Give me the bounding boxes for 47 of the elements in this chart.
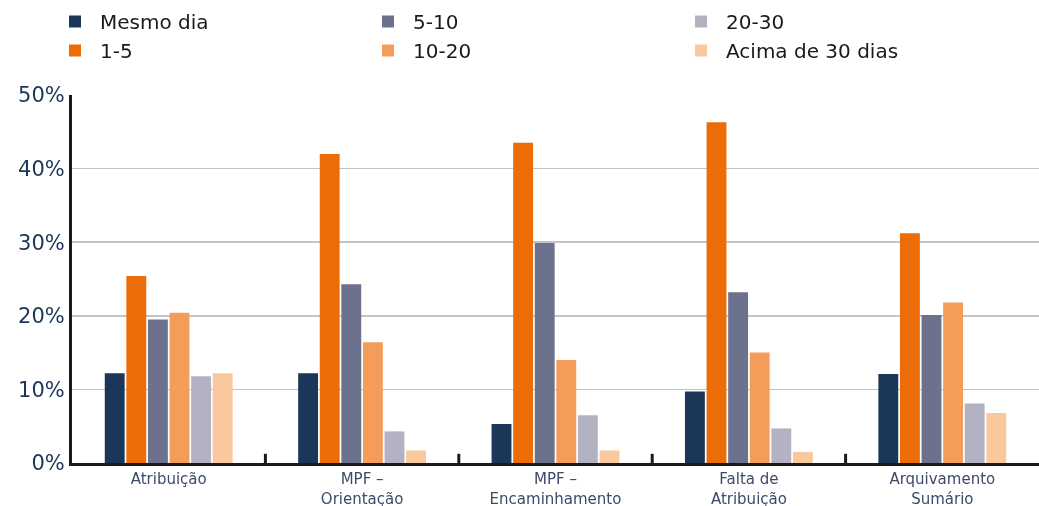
x-tick-label: MPF – Orientação [320,470,404,506]
bar [362,342,383,463]
bar [943,302,964,463]
bar [319,153,340,463]
bar [964,403,985,463]
bar [899,233,920,463]
bar [341,284,362,463]
bar [921,315,942,463]
y-tick-label: 20% [18,304,65,329]
bar [491,423,512,463]
bar [771,428,792,463]
bar [792,451,813,463]
bar [126,276,147,463]
legend-label: Acima de 30 dias [726,39,899,64]
bar [986,412,1007,463]
bar [384,431,405,463]
x-tick-label: Falta de Atribuição [710,470,787,506]
legend-label: 10-20 [413,39,472,64]
legend-label: 1-5 [100,39,133,64]
bar [147,319,168,463]
legend-label: 20-30 [726,10,785,35]
x-tick-label: Arquivamento Sumário [889,470,996,506]
y-tick-label: 40% [18,156,65,181]
bar [212,373,233,463]
bar [684,391,705,463]
bar [749,352,770,463]
legend-label: 5-10 [413,10,459,35]
bar [728,292,749,463]
bar [513,142,534,463]
x-tick-label: MPF – Encaminhamento [489,470,622,506]
legend-label: Mesmo dia [100,10,209,35]
bar [556,359,577,463]
y-tick-label: 30% [18,230,65,255]
y-tick-label: 0% [31,451,65,476]
y-tick-label: 10% [18,377,65,402]
y-tick-label: 50% [18,83,65,108]
bar [577,415,598,463]
bar [534,242,555,463]
bar [191,376,212,463]
bar [599,450,620,463]
bar [406,450,427,463]
x-tick-label: Atribuição [130,470,207,488]
bar [104,373,125,463]
bar [169,312,190,463]
bar [706,122,727,463]
bar [878,373,899,463]
bar [298,373,319,463]
